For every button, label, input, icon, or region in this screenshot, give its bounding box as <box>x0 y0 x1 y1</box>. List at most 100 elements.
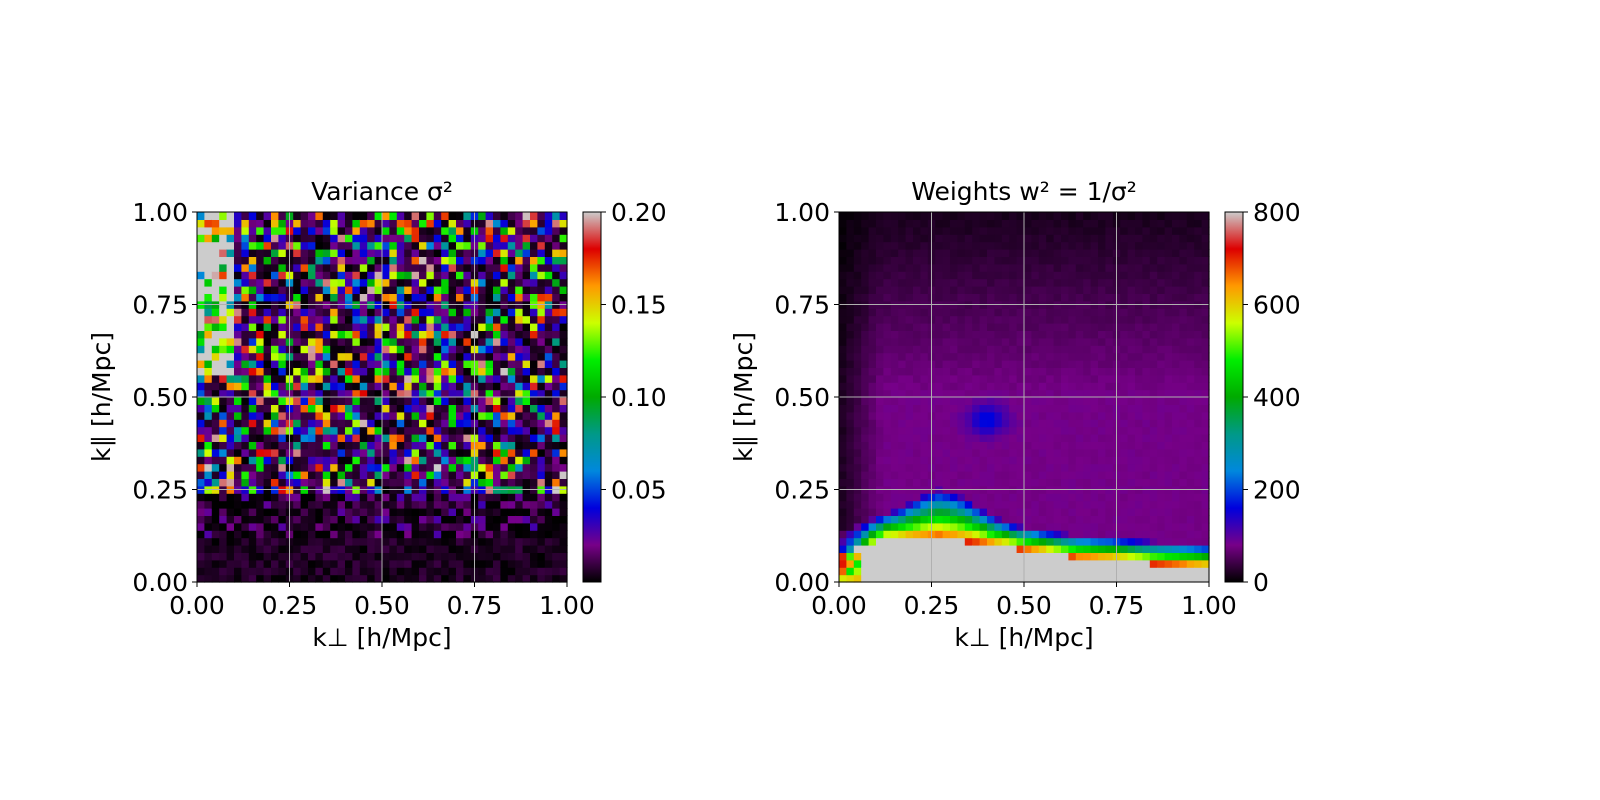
heatmap-cell <box>868 463 877 472</box>
heatmap-cell <box>964 249 973 257</box>
heatmap-cell <box>1075 456 1084 465</box>
heatmap-cell <box>433 441 442 450</box>
heatmap-cell <box>950 404 958 413</box>
heatmap-cell <box>1142 278 1151 287</box>
heatmap-cell <box>853 574 862 583</box>
heatmap-cell <box>846 241 855 250</box>
heatmap-cell <box>957 226 966 235</box>
heatmap-cell <box>1016 500 1025 509</box>
heatmap-cell <box>256 263 265 272</box>
heatmap-cell <box>522 374 531 383</box>
heatmap-cell <box>957 352 966 361</box>
heatmap-cell <box>1009 530 1018 539</box>
heatmap-cell <box>957 263 966 272</box>
heatmap-cell <box>1142 263 1151 272</box>
heatmap-cell <box>330 226 339 235</box>
heatmap-cell <box>241 530 250 539</box>
heatmap-cell <box>868 500 877 509</box>
heatmap-cell <box>248 404 257 413</box>
heatmap-cell <box>839 515 847 524</box>
heatmap-cell <box>448 256 457 265</box>
heatmap-cell <box>957 397 966 405</box>
heatmap-cell <box>322 374 331 383</box>
heatmap-cell <box>846 234 855 243</box>
heatmap-cell <box>278 345 287 354</box>
heatmap-cell <box>1172 559 1180 568</box>
heatmap-cell <box>404 493 413 502</box>
heatmap-cell <box>1031 448 1040 457</box>
heatmap-cell <box>396 352 405 361</box>
heatmap-cell <box>1090 389 1099 398</box>
heatmap-cell <box>522 212 531 220</box>
heatmap-cell <box>448 382 457 391</box>
heatmap-cell <box>382 448 390 457</box>
heatmap-cell <box>1149 567 1158 576</box>
heatmap-cell <box>537 337 546 346</box>
heatmap-cell <box>1135 434 1143 442</box>
heatmap-cell <box>1083 463 1092 472</box>
heatmap-cell <box>552 441 561 450</box>
heatmap-cell <box>1098 241 1106 250</box>
heatmap-cell <box>522 522 531 531</box>
colorbar-tick-label: 0.10 <box>611 383 667 412</box>
heatmap-cell <box>1157 456 1166 465</box>
heatmap-cell <box>544 337 553 346</box>
heatmap-cell <box>979 545 988 553</box>
heatmap-cell <box>1001 308 1010 317</box>
heatmap-cell <box>987 256 995 265</box>
heatmap-cell <box>1068 559 1077 568</box>
heatmap-cell <box>456 552 464 561</box>
heatmap-cell <box>552 286 561 294</box>
heatmap-cell <box>1075 574 1084 583</box>
heatmap-cell <box>448 234 457 243</box>
heatmap-cell <box>374 286 383 294</box>
heatmap-cell <box>419 411 427 420</box>
heatmap-cell <box>979 500 988 509</box>
heatmap-cell <box>500 559 509 568</box>
heatmap-cell <box>515 448 524 457</box>
heatmap-cell <box>1186 323 1195 331</box>
heatmap-cell <box>559 337 568 346</box>
heatmap-cell <box>226 360 235 368</box>
heatmap-cell <box>1001 367 1010 376</box>
heatmap-cell <box>293 330 302 339</box>
heatmap-cell <box>987 293 995 302</box>
heatmap-cell <box>1046 448 1055 457</box>
heatmap-cell <box>411 345 420 354</box>
heatmap-cell <box>537 212 546 220</box>
heatmap-cell <box>256 426 265 435</box>
heatmap-cell <box>1031 493 1040 502</box>
heatmap-cell <box>942 397 951 405</box>
heatmap-cell <box>559 478 568 487</box>
heatmap-cell <box>219 434 228 442</box>
heatmap-cell <box>890 374 899 383</box>
heatmap-cell <box>853 337 862 346</box>
heatmap-cell <box>1149 308 1158 317</box>
heatmap-cell <box>263 493 272 502</box>
heatmap-cell <box>367 537 376 546</box>
heatmap-cell <box>935 559 944 568</box>
heatmap-cell <box>1001 545 1010 553</box>
heatmap-cell <box>1194 559 1203 568</box>
heatmap-cell <box>448 515 457 524</box>
heatmap-cell <box>861 293 870 302</box>
heatmap-cell <box>1001 574 1010 583</box>
heatmap-cell <box>426 397 435 405</box>
heatmap-cell <box>478 382 487 391</box>
heatmap-cell <box>359 515 368 524</box>
heatmap-cell <box>463 411 472 420</box>
heatmap-cell <box>515 426 524 435</box>
heatmap-cell <box>433 448 442 457</box>
heatmap-cell <box>1061 522 1069 531</box>
heatmap-cell <box>1105 256 1114 265</box>
heatmap-cell <box>559 448 568 457</box>
heatmap-cell <box>500 389 509 398</box>
heatmap-cell <box>1024 397 1032 405</box>
heatmap-cell <box>426 500 435 509</box>
heatmap-cell <box>876 530 884 539</box>
heatmap-cell <box>972 323 981 331</box>
heatmap-cell <box>1009 471 1018 479</box>
heatmap-cell <box>367 515 376 524</box>
heatmap-cell <box>957 315 966 324</box>
heatmap-cell <box>1194 426 1203 435</box>
